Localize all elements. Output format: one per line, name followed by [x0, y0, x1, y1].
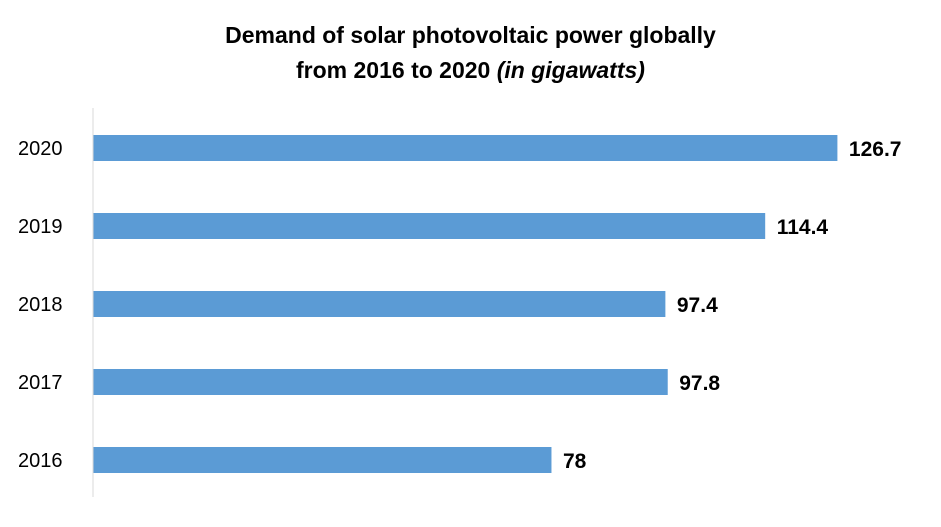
category-label-2016: 2016	[18, 450, 63, 472]
value-label-2020: 126.7	[849, 138, 902, 161]
bar-2019	[93, 213, 766, 239]
value-label-2019: 114.4	[777, 216, 829, 239]
category-label-2019: 2019	[18, 216, 63, 238]
category-label-2017: 2017	[18, 372, 63, 394]
value-label-2017: 97.8	[679, 372, 720, 395]
bar-2020	[93, 135, 838, 161]
chart-title-line-1: Demand of solar photovoltaic power globa…	[225, 22, 716, 48]
value-label-2016: 78	[563, 450, 587, 473]
bar-2018	[93, 291, 666, 317]
category-label-2020: 2020	[18, 138, 63, 160]
category-label-2018: 2018	[18, 294, 63, 316]
chart-title-text: from 2016 to 2020	[296, 57, 497, 83]
bar-2017	[93, 369, 668, 395]
chart-title-unit: (in gigawatts)	[496, 57, 645, 83]
chart-title-line-2: from 2016 to 2020 (in gigawatts)	[0, 57, 941, 84]
bar-2016	[93, 447, 552, 473]
value-label-2018: 97.4	[677, 294, 718, 317]
